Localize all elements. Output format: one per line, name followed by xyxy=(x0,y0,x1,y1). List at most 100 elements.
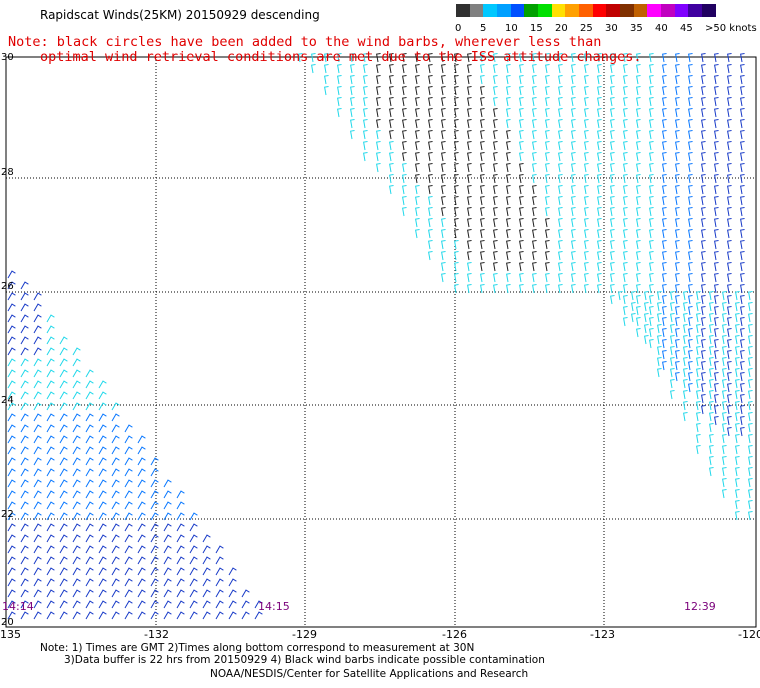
wind-barb xyxy=(636,163,641,173)
wind-barb xyxy=(597,163,602,173)
wind-barb xyxy=(72,556,81,565)
wind-barb xyxy=(649,53,654,63)
wind-barb xyxy=(675,207,680,217)
wind-barb xyxy=(519,141,524,151)
wind-barb xyxy=(7,402,16,411)
wind-barb xyxy=(610,119,615,129)
wind-barb xyxy=(59,347,68,356)
wind-barb xyxy=(610,141,615,151)
wind-barb xyxy=(428,108,433,118)
wind-barb xyxy=(20,600,29,609)
wind-barb xyxy=(610,262,615,272)
wind-barb xyxy=(649,141,654,151)
wind-barb xyxy=(33,490,42,499)
wind-barb xyxy=(683,390,688,400)
wind-barb xyxy=(363,119,368,129)
wind-barb xyxy=(176,490,185,499)
wind-barb xyxy=(709,456,714,466)
wind-barb xyxy=(714,174,719,184)
wind-barb xyxy=(636,130,641,140)
wind-barb xyxy=(46,391,55,400)
wind-barb xyxy=(389,97,394,107)
wind-barb xyxy=(714,64,719,74)
wind-barb xyxy=(748,357,753,367)
wind-barb xyxy=(59,391,68,400)
wind-barb xyxy=(623,75,628,85)
wind-barb xyxy=(7,468,16,477)
wind-barb xyxy=(649,229,654,239)
wind-barb xyxy=(696,346,701,356)
wind-barb xyxy=(98,600,107,609)
wind-barb xyxy=(72,358,81,367)
wind-barb xyxy=(688,86,693,96)
wind-barb xyxy=(701,130,706,140)
wind-barb xyxy=(662,284,667,294)
wind-barb xyxy=(688,218,693,228)
wind-barb xyxy=(376,86,381,96)
wind-barb xyxy=(519,207,524,217)
wind-barb xyxy=(722,456,727,466)
wind-barb xyxy=(441,196,446,206)
wind-barb xyxy=(727,163,732,173)
wind-barb xyxy=(597,174,602,184)
wind-barb xyxy=(7,435,16,444)
wind-barb xyxy=(150,512,159,521)
wind-barb xyxy=(701,383,706,393)
wind-barb xyxy=(675,295,680,305)
time-label-left: 14:14 xyxy=(2,600,34,613)
wind-barb xyxy=(7,347,16,356)
wind-barb xyxy=(137,545,146,554)
wind-barb xyxy=(493,152,498,162)
wind-barb xyxy=(662,262,667,272)
wind-barb xyxy=(740,339,745,349)
wind-barb xyxy=(59,512,68,521)
wind-barb xyxy=(740,152,745,162)
wind-barb xyxy=(85,490,94,499)
wind-barb xyxy=(727,273,732,283)
wind-barb xyxy=(350,119,355,129)
wind-barb xyxy=(228,589,237,598)
wind-barb xyxy=(441,207,446,217)
wind-barb xyxy=(33,446,42,455)
wind-barb xyxy=(150,600,159,609)
wind-barb xyxy=(701,394,706,404)
wind-barb xyxy=(215,545,224,554)
wind-barb xyxy=(584,64,589,74)
wind-barb xyxy=(98,468,107,477)
wind-barb xyxy=(46,369,55,378)
wind-barb xyxy=(740,328,745,338)
wind-barb xyxy=(59,611,68,620)
wind-barb xyxy=(610,229,615,239)
wind-barb xyxy=(33,556,42,565)
wind-barb xyxy=(389,130,394,140)
wind-barb xyxy=(532,119,537,129)
wind-barb xyxy=(72,435,81,444)
wind-barb xyxy=(441,229,446,239)
wind-barb xyxy=(662,130,667,140)
wind-barb xyxy=(623,185,628,195)
wind-barb xyxy=(215,600,224,609)
wind-barb xyxy=(7,380,16,389)
wind-barb xyxy=(363,108,368,118)
wind-barb xyxy=(163,578,172,587)
wind-barb xyxy=(683,335,688,345)
wind-barb xyxy=(636,64,641,74)
wind-barb xyxy=(610,163,615,173)
wind-barb xyxy=(714,405,719,415)
wind-barb xyxy=(454,207,459,217)
wind-barb xyxy=(7,589,16,598)
wind-barb xyxy=(150,578,159,587)
wind-barb xyxy=(85,501,94,510)
wind-barb xyxy=(701,108,706,118)
wind-barb xyxy=(735,456,740,466)
wind-barb xyxy=(696,401,701,411)
wind-barb xyxy=(20,501,29,510)
wind-barb xyxy=(454,185,459,195)
wind-barb xyxy=(467,185,472,195)
wind-barb xyxy=(98,578,107,587)
wind-barb xyxy=(701,53,706,63)
wind-barb xyxy=(98,435,107,444)
wind-barb xyxy=(189,545,198,554)
wind-barb xyxy=(545,174,550,184)
wind-barb xyxy=(532,53,537,63)
